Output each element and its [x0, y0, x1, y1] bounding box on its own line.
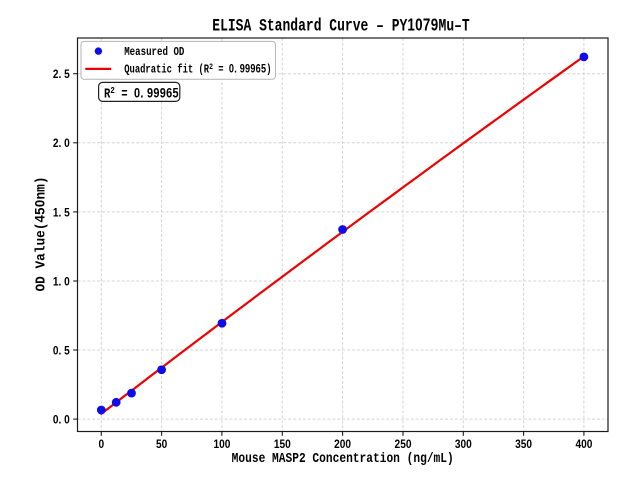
svg-text:50: 50 — [156, 438, 167, 451]
svg-text:Measured OD: Measured OD — [124, 46, 184, 59]
svg-text:100: 100 — [213, 438, 230, 451]
svg-text:400: 400 — [575, 438, 592, 451]
svg-text:0. 0: 0. 0 — [53, 414, 70, 427]
svg-text:Quadratic fit (R2 = 0. 99965): Quadratic fit (R2 = 0. 99965) — [124, 63, 271, 78]
svg-text:350: 350 — [515, 438, 532, 451]
svg-text:0: 0 — [98, 438, 104, 451]
svg-text:OD Value(450nm): OD Value(450nm) — [32, 177, 49, 292]
svg-text:200: 200 — [334, 438, 351, 451]
svg-text:2. 0: 2. 0 — [53, 137, 70, 150]
svg-text:2. 5: 2. 5 — [53, 68, 70, 81]
svg-text:1. 0: 1. 0 — [53, 276, 70, 289]
svg-text:ELISA Standard Curve – PY1079M: ELISA Standard Curve – PY1079Mu–T — [212, 16, 469, 36]
svg-text:R2 = 0. 99965: R2 = 0. 99965 — [104, 85, 179, 102]
svg-text:250: 250 — [395, 438, 412, 451]
svg-text:0. 5: 0. 5 — [53, 345, 70, 358]
svg-text:Mouse MASP2 Concentration (ng/: Mouse MASP2 Concentration (ng/mL) — [232, 451, 454, 466]
svg-text:300: 300 — [455, 438, 472, 451]
svg-text:150: 150 — [274, 438, 291, 451]
svg-text:1. 5: 1. 5 — [53, 207, 70, 220]
